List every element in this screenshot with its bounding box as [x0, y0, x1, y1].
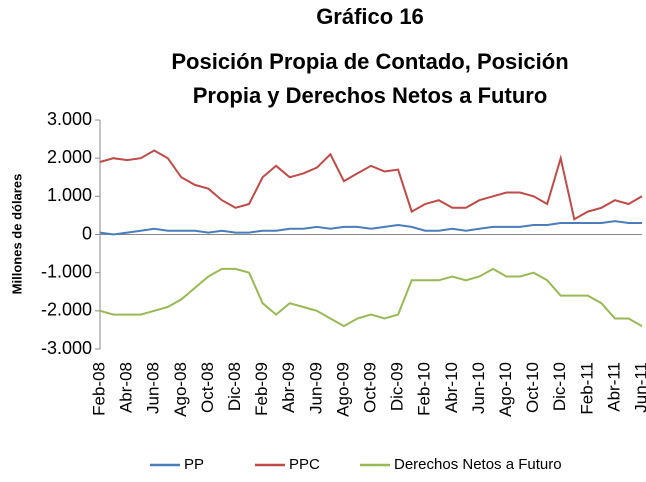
- x-tick-label: Dic-08: [225, 362, 244, 411]
- series-line: [99, 267, 643, 328]
- y-axis-label: Millones de dólares: [9, 174, 24, 295]
- y-tick-label: 0: [82, 223, 92, 243]
- x-tick-label: Abr-09: [279, 362, 298, 413]
- y-tick-label: 3.000: [47, 109, 92, 129]
- legend-label: Derechos Netos a Futuro: [394, 456, 562, 473]
- x-tick-label: Feb-10: [415, 362, 434, 416]
- legend-label: PP: [184, 456, 204, 473]
- x-tick-label: Jun-11: [631, 362, 646, 413]
- x-tick-label: Jun-08: [144, 362, 163, 414]
- x-tick-label: Ago-09: [333, 362, 352, 417]
- x-tick-label: Oct-10: [523, 362, 542, 413]
- chart-subtitle: Posición Propia de Contado, Posición: [171, 49, 568, 74]
- y-tick-label: -3.000: [41, 338, 92, 358]
- series-line: [99, 149, 643, 221]
- chart-subtitle: Propia y Derechos Netos a Futuro: [193, 83, 548, 108]
- x-tick-label: Ago-10: [496, 362, 515, 417]
- y-tick-label: -2.000: [41, 300, 92, 320]
- x-tick-label: Jun-10: [469, 362, 488, 414]
- x-tick-label: Feb-09: [252, 362, 271, 416]
- legend-label: PPC: [289, 456, 320, 473]
- x-tick-label: Feb-08: [89, 362, 108, 416]
- chart-title: Gráfico 16: [316, 4, 424, 29]
- y-tick-label: 2.000: [47, 147, 92, 167]
- y-tick-label: -1.000: [41, 261, 92, 281]
- x-tick-label: Abr-08: [117, 362, 136, 413]
- y-tick-label: 1.000: [47, 185, 92, 205]
- x-tick-label: Abr-10: [442, 362, 461, 413]
- x-tick-label: Oct-09: [360, 362, 379, 413]
- series-line: [99, 220, 642, 236]
- x-tick-label: Abr-11: [604, 362, 623, 412]
- x-tick-label: Ago-08: [171, 362, 190, 417]
- x-tick-label: Dic-10: [550, 362, 569, 411]
- x-tick-label: Oct-08: [198, 362, 217, 413]
- x-tick-label: Jun-09: [306, 362, 325, 414]
- x-tick-label: Feb-11: [577, 362, 596, 415]
- x-tick-label: Dic-09: [388, 362, 407, 411]
